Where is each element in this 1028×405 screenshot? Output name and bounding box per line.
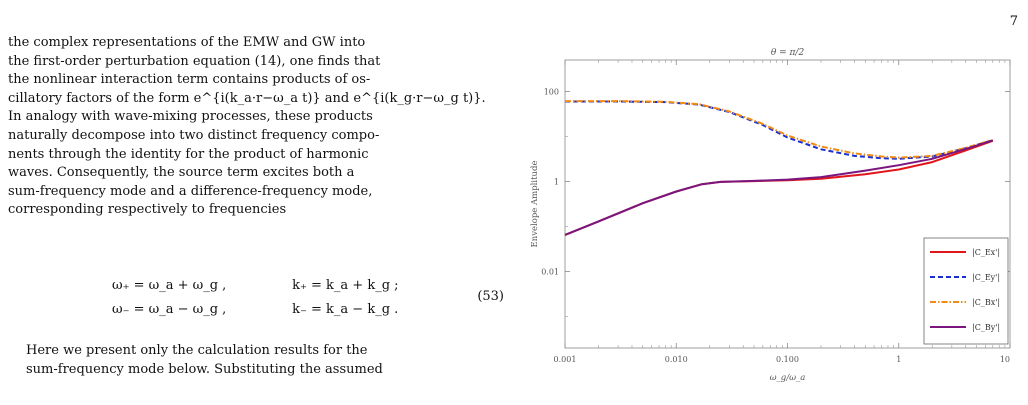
series-line-cbx (565, 100, 994, 159)
equation-53: ω₊ = ω_a + ω_g , k₊ = k_a + k_g ; ω₋ = ω… (8, 276, 504, 320)
legend-label: |C_Ey'| (972, 273, 1000, 282)
body-paragraph-1: the complex representations of the EMW a… (8, 34, 504, 220)
series-line-cey (565, 100, 994, 160)
x-axis-label: ω_g/ω_a (770, 373, 806, 383)
equation-k-minus: k₋ = k_a − k_g . (292, 302, 399, 317)
x-tick-label: 0.010 (665, 355, 688, 364)
text-line: Here we present only the calculation res… (26, 343, 368, 358)
text-line: cillatory factors of the form e^{i(k_a·r… (8, 90, 486, 106)
series-line-cby (564, 139, 994, 236)
x-tick-label: 10 (1000, 355, 1010, 364)
x-tick-label: 0.100 (776, 355, 799, 364)
y-tick-label: 0.01 (541, 268, 559, 277)
legend-label: |C_By'| (972, 323, 1000, 332)
text-line: waves. Consequently, the source term exc… (8, 165, 355, 181)
y-tick-label: 1 (554, 177, 559, 186)
chart-svg: 0.001 0.010 0.100 1 10 0.01 1 100 θ = π/2 ω_g/ω_a… (530, 48, 1011, 383)
x-tick-label: 1 (896, 355, 901, 364)
x-tick-label: 0.001 (554, 355, 577, 364)
equation-omega-plus: ω₊ = ω_a + ω_g , (112, 278, 227, 293)
text-line: corresponding respectively to frequencie… (8, 202, 287, 218)
y-axis-label: Envelope Amplitude (530, 161, 540, 248)
body-paragraph-2: Here we present only the calculation res… (8, 342, 504, 379)
equation-k-plus: k₊ = k_a + k_g ; (292, 278, 399, 293)
text-line: the first-order perturbation equation (1… (8, 53, 381, 69)
equation-omega-minus: ω₋ = ω_a − ω_g , (112, 302, 227, 317)
text-line: sum-frequency mode and a difference-freq… (8, 183, 373, 199)
figure-envelope-amplitude: 0.001 0.010 0.100 1 10 0.01 1 100 θ = π/2 ω_g/ω_a… (520, 30, 1025, 400)
equation-number: (53) (477, 289, 504, 304)
text-line: the nonlinear interaction term contains … (8, 72, 371, 88)
series-line-cex (564, 139, 994, 236)
legend-label: |C_Ex'| (972, 248, 1000, 257)
y-tick-label: 100 (544, 87, 559, 96)
text-line: In analogy with wave-mixing processes, t… (8, 109, 373, 125)
text-line: the complex representations of the EMW a… (8, 35, 366, 50)
equation-row-2: ω₋ = ω_a − ω_g , k₋ = k_a − k_g . (112, 302, 398, 317)
text-line: sum-frequency mode below. Substituting t… (26, 361, 383, 377)
chart-title: θ = π/2 (771, 48, 805, 58)
legend-label: |C_Bx'| (972, 298, 1000, 307)
text-line: nents through the identity for the produ… (8, 146, 369, 162)
text-line: naturally decompose into two distinct fr… (8, 127, 380, 143)
page-number: 7 (1009, 14, 1018, 29)
equation-row-1: ω₊ = ω_a + ω_g , k₊ = k_a + k_g ; (112, 278, 399, 293)
